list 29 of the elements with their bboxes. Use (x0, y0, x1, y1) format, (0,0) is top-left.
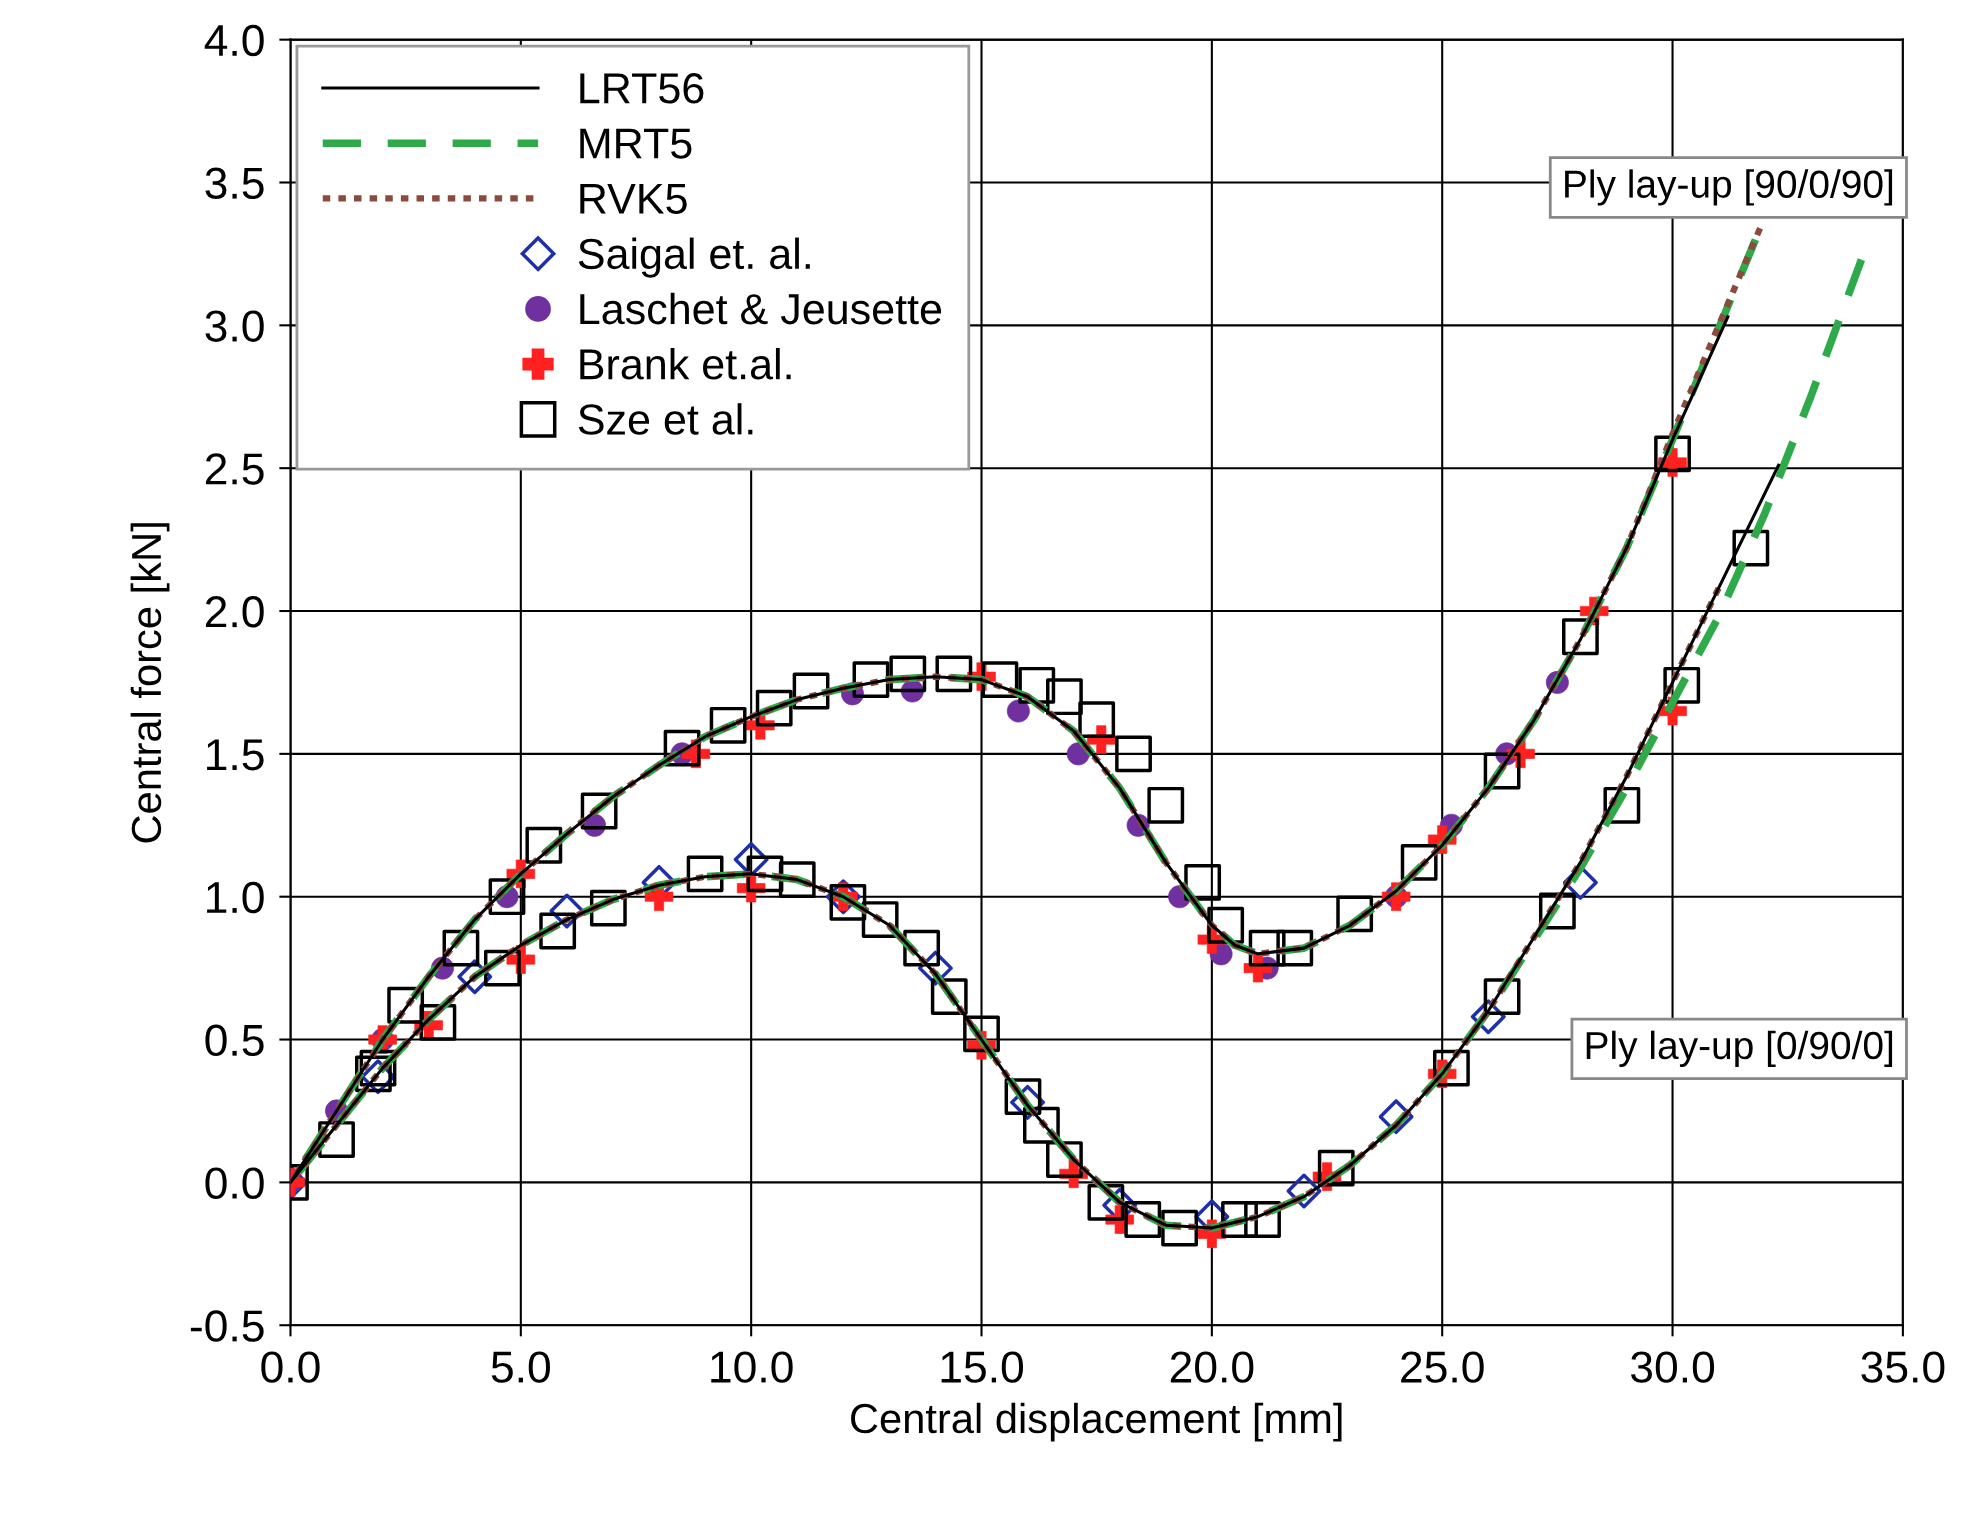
legend-label: RVK5 (580, 183, 687, 214)
legend-label: Sze et al. (578, 403, 753, 435)
x-tick-label: 35.0 (1861, 1351, 1945, 1383)
y-tick-label: -0.5 (190, 1310, 264, 1342)
y-tick-label: 4.0 (204, 24, 264, 57)
y-tick-label: 1.0 (207, 881, 264, 914)
y-tick-label: 1.5 (207, 739, 264, 771)
x-tick-label: 25.0 (1401, 1351, 1484, 1383)
x-tick-label: 0.0 (261, 1351, 320, 1383)
legend-label: Saigal et. al. (578, 237, 810, 278)
x-tick-label: 10.0 (711, 1351, 793, 1383)
y-tick-label: 0.5 (205, 1024, 264, 1057)
y-tick-label: 0.0 (205, 1167, 264, 1199)
x-tick-label: 5.0 (491, 1351, 550, 1383)
x-tick-label: 30.0 (1630, 1351, 1715, 1383)
x-axis-title: Central displacement [mm] (851, 1402, 1342, 1442)
legend-label: MRT5 (580, 128, 692, 159)
y-tick-label: 3.5 (205, 167, 264, 200)
y-tick-label: 2.5 (205, 453, 264, 485)
legend-label: Laschet & Jeusette (580, 292, 942, 325)
annotation: Ply lay-up [90/0/90] (1565, 169, 1893, 206)
annotation: Ply lay-up [0/90/0] (1586, 1030, 1893, 1067)
y-axis-title: Central force [kN] (130, 523, 170, 843)
y-tick-label: 2.0 (205, 596, 264, 628)
x-tick-label: 15.0 (941, 1351, 1024, 1383)
x-tick-label: 20.0 (1170, 1351, 1254, 1383)
legend-label: LRT56 (580, 73, 704, 104)
legend-label: Brank et.al. (580, 347, 791, 380)
y-tick-label: 3.0 (205, 310, 264, 342)
